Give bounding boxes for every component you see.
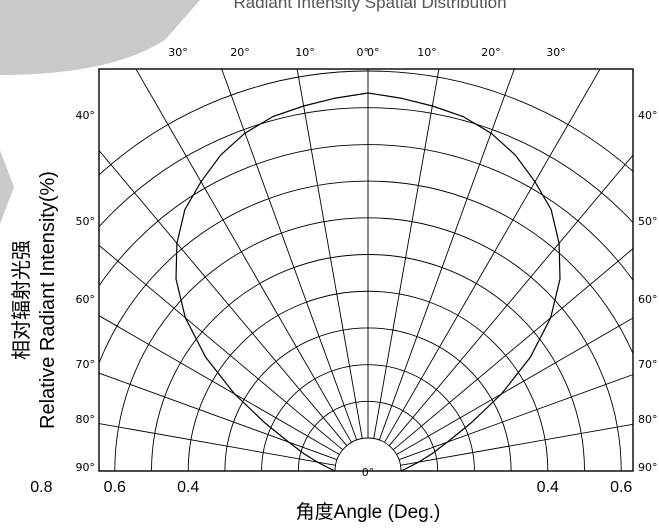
radial-tick: 0.4 xyxy=(177,479,199,496)
polar-grid xyxy=(99,69,633,471)
radial-tick: 0.6 xyxy=(610,479,632,496)
chart-title: Radiant Intensity Spatial Distribution xyxy=(233,0,506,12)
angle-grid-spoke xyxy=(378,69,515,441)
angle-grid-spoke xyxy=(388,154,633,447)
angle-grid-spoke xyxy=(384,69,601,443)
x-axis-label: 角度Angle (Deg.) xyxy=(296,501,441,523)
radial-tick: 0.8 xyxy=(30,479,52,496)
decorative-triangle xyxy=(0,150,14,224)
angle-grid-spoke xyxy=(392,248,633,451)
angle-grid-spoke xyxy=(99,149,348,447)
y-axis-label-cn: 相对辐射光强 xyxy=(10,240,33,360)
radial-tick: 0.6 xyxy=(104,479,126,496)
angle-grid-spoke xyxy=(373,69,440,439)
right-angle-tick: 90° xyxy=(638,461,658,474)
left-angle-tick: 80° xyxy=(76,413,96,426)
top-angle-tick: 20° xyxy=(481,46,501,59)
top-angle-tick: 20° xyxy=(230,46,250,59)
right-angle-tick: 80° xyxy=(638,413,658,426)
plot-frame xyxy=(98,68,634,472)
angle-grid-spoke xyxy=(99,372,338,461)
top-angle-tick: 0° xyxy=(357,46,370,59)
top-angle-tick: 30° xyxy=(546,46,566,59)
top-angle-tick: 10° xyxy=(295,46,315,59)
angle-grid-spoke xyxy=(99,315,340,455)
angle-grid-spoke xyxy=(396,317,633,455)
right-angle-tick: 60° xyxy=(638,293,658,306)
y-axis-label-en: Relative Radiant Intensity(%) xyxy=(37,171,59,429)
angle-grid-spoke xyxy=(400,423,633,466)
angle-grid-spoke xyxy=(221,69,358,441)
angle-grid-spoke xyxy=(99,244,344,451)
left-angle-tick: 90° xyxy=(76,461,96,474)
right-angle-tick: 70° xyxy=(638,358,658,371)
top-angle-tick: 0° xyxy=(367,46,380,59)
intensity-curve xyxy=(175,92,561,471)
angle-grid-spoke xyxy=(135,69,352,443)
angle-grid-spoke xyxy=(296,69,363,439)
y-axis-label-group: 相对辐射光强 Relative Radiant Intensity(%) xyxy=(10,171,59,429)
tick-labels: 30° 20° 10° 0°0° 10° 20° 30°40° 40°50° 50°60° 60°… xyxy=(30,46,658,496)
angle-grid-spoke xyxy=(398,374,633,461)
decorative-shape xyxy=(0,0,200,75)
right-angle-tick: 40° xyxy=(638,109,658,122)
radial-tick: 0.4 xyxy=(537,479,559,496)
left-angle-tick: 40° xyxy=(76,109,96,122)
angle-grid-spoke xyxy=(99,423,336,466)
radial-grid-circle xyxy=(99,107,633,228)
top-angle-tick: 10° xyxy=(417,46,437,59)
left-angle-tick: 50° xyxy=(76,215,96,228)
top-angle-tick: 30° xyxy=(168,46,188,59)
left-angle-tick: 70° xyxy=(76,358,96,371)
origin-angle-tick: 0° xyxy=(362,466,375,479)
left-angle-tick: 60° xyxy=(76,293,96,306)
intensity-curve-layer xyxy=(175,92,561,471)
right-angle-tick: 50° xyxy=(638,215,658,228)
